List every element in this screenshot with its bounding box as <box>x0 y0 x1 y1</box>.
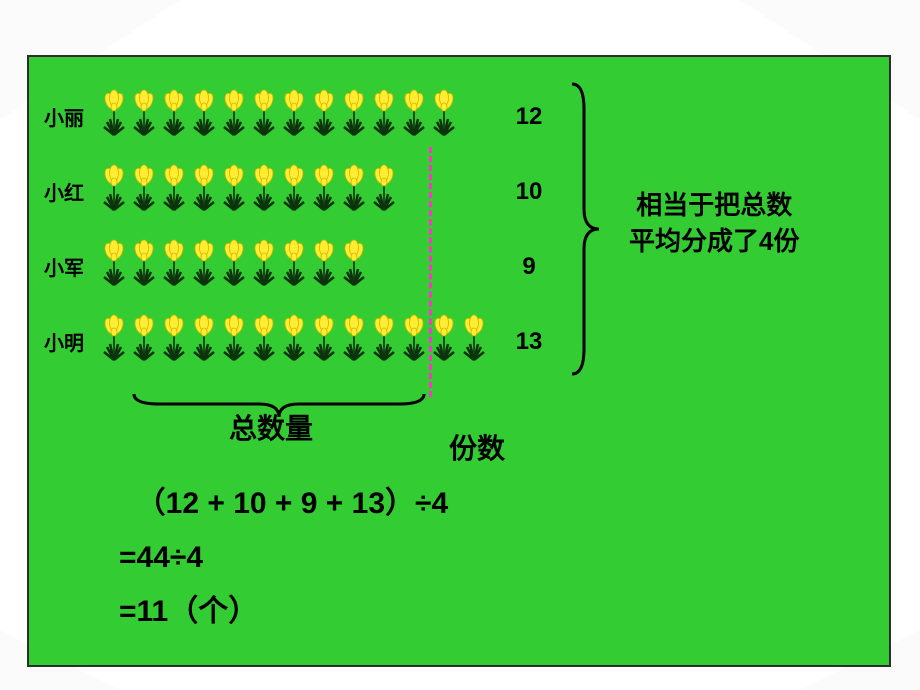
flower-icon <box>369 87 399 147</box>
row-name-label: 小红 <box>44 177 99 206</box>
side-line-1: 相当于把总数 <box>636 190 792 220</box>
flower-icon <box>159 87 189 147</box>
row-count-value: 12 <box>499 79 559 154</box>
flower-icon <box>129 237 159 297</box>
calculation-block: （12 + 10 + 9 + 13）÷4 =44÷4 =11（个） <box>119 477 448 639</box>
main-diagram-box: 小丽 <box>27 55 891 667</box>
row-name-label: 小丽 <box>44 102 99 131</box>
flower-group <box>99 237 369 297</box>
calc-line-2: =44÷4 <box>119 541 203 574</box>
flower-icon <box>219 162 249 222</box>
average-dashed-line <box>429 147 432 397</box>
flower-icon <box>279 237 309 297</box>
counts-column: 1210913 <box>499 79 559 379</box>
flower-icon <box>279 312 309 372</box>
calc-line-3: =11（个） <box>119 595 258 628</box>
flower-row: 小红 <box>44 154 514 229</box>
flower-icon <box>249 87 279 147</box>
flower-icon <box>189 312 219 372</box>
flower-icon <box>339 312 369 372</box>
flower-icon <box>399 312 429 372</box>
side-explanation: 相当于把总数 平均分成了4份 <box>629 187 799 260</box>
flower-icon <box>219 237 249 297</box>
flower-icon <box>99 162 129 222</box>
flower-icon <box>99 87 129 147</box>
flower-icon <box>369 162 399 222</box>
flower-icon <box>399 87 429 147</box>
flower-icon <box>369 312 399 372</box>
flower-icon <box>339 87 369 147</box>
curly-brace-right <box>564 79 604 379</box>
flower-icon <box>189 162 219 222</box>
flower-icon <box>279 87 309 147</box>
flower-icon <box>309 237 339 297</box>
flower-group <box>99 87 459 147</box>
calc-line-1: （12 + 10 + 9 + 13）÷4 <box>136 487 449 520</box>
row-name-label: 小明 <box>44 327 99 356</box>
flower-icon <box>339 237 369 297</box>
flower-icon <box>159 312 189 372</box>
flower-row: 小军 <box>44 229 514 304</box>
side-line-2: 平均分成了4份 <box>629 226 799 256</box>
flower-icon <box>219 87 249 147</box>
flower-icon <box>189 237 219 297</box>
flower-icon <box>459 312 489 372</box>
parts-label: 份数 <box>449 427 505 467</box>
flower-icon <box>309 312 339 372</box>
flower-icon <box>189 87 219 147</box>
flower-icon <box>309 87 339 147</box>
flower-icon <box>159 237 189 297</box>
flower-group <box>99 162 399 222</box>
flower-icon <box>429 312 459 372</box>
flower-icon <box>129 312 159 372</box>
flower-icon <box>249 312 279 372</box>
flower-icon <box>159 162 189 222</box>
row-count-value: 13 <box>499 304 559 379</box>
row-count-value: 9 <box>499 229 559 304</box>
flower-icon <box>129 162 159 222</box>
flower-rows-area: 小丽 <box>44 79 514 379</box>
flower-icon <box>219 312 249 372</box>
flower-icon <box>129 87 159 147</box>
flower-icon <box>99 312 129 372</box>
flower-icon <box>309 162 339 222</box>
flower-icon <box>429 87 459 147</box>
flower-row: 小明 <box>44 304 514 379</box>
flower-icon <box>249 162 279 222</box>
flower-icon <box>339 162 369 222</box>
flower-icon <box>99 237 129 297</box>
row-count-value: 10 <box>499 154 559 229</box>
flower-row: 小丽 <box>44 79 514 154</box>
row-name-label: 小军 <box>44 252 99 281</box>
flower-icon <box>279 162 309 222</box>
flower-icon <box>249 237 279 297</box>
total-quantity-label: 总数量 <box>229 407 313 447</box>
